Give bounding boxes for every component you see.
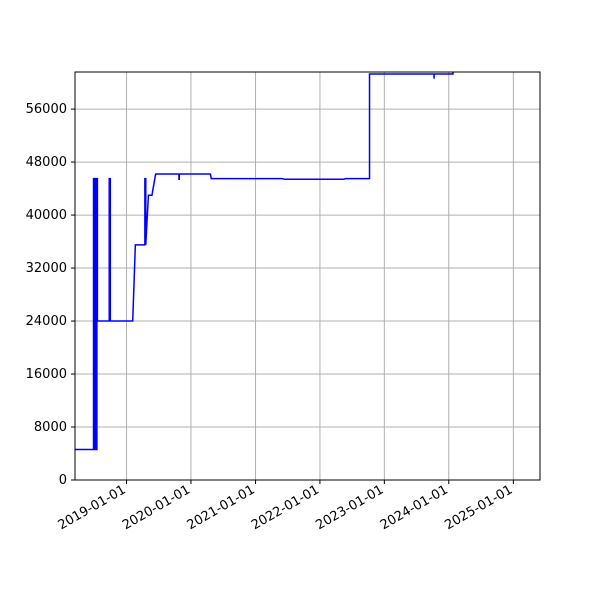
x-axis: 2019-01-012020-01-012021-01-012022-01-01…: [56, 480, 515, 533]
grid-lines: [75, 72, 540, 481]
x-tick-label: 2024-01-01: [378, 482, 451, 533]
x-tick-label: 2020-01-01: [120, 482, 193, 533]
plot-background: [75, 72, 540, 480]
series-line: [75, 72, 454, 451]
x-tick-label: 2021-01-01: [185, 482, 258, 533]
y-tick-label: 48000: [26, 155, 67, 170]
x-tick-label: 2019-01-01: [56, 482, 129, 533]
series-layer: [75, 72, 454, 451]
y-tick-label: 16000: [26, 367, 67, 382]
y-axis: 0 8000 16000 24000 32000 40000 48000 56000: [26, 102, 75, 488]
y-tick-label: 8000: [34, 420, 67, 435]
y-tick-label: 40000: [26, 208, 67, 223]
x-tick-label: 2022-01-01: [249, 482, 322, 533]
y-tick-label: 0: [59, 473, 67, 488]
plot-frame: [74, 71, 541, 481]
y-tick-label: 56000: [26, 102, 67, 117]
x-tick-label: 2023-01-01: [313, 482, 386, 533]
x-tick-label: 2025-01-01: [442, 482, 515, 533]
y-tick-label: 32000: [26, 261, 67, 276]
y-tick-label: 24000: [26, 314, 67, 329]
